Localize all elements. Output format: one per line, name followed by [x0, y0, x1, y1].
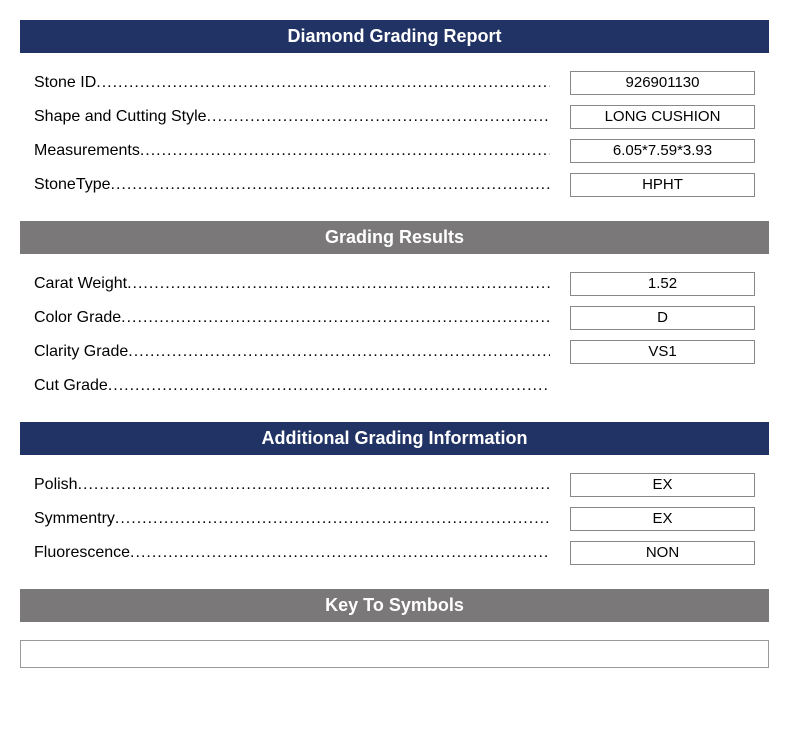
data-row: StoneType...............................…	[34, 173, 755, 197]
row-value: HPHT	[570, 173, 755, 197]
row-value: EX	[570, 507, 755, 531]
data-row: Fluorescence............................…	[34, 541, 755, 565]
header-additional: Additional Grading Information	[20, 422, 769, 455]
symbols-box	[20, 640, 769, 668]
report-container: Diamond Grading Report Stone ID.........…	[0, 0, 789, 688]
row-label: Polish	[34, 476, 78, 494]
row-label-wrap: Measurements............................…	[34, 142, 570, 160]
row-dots: ........................................…	[108, 377, 550, 395]
data-row: Symmentry...............................…	[34, 507, 755, 531]
row-dots: ........................................…	[128, 343, 550, 361]
row-label-wrap: Shape and Cutting Style.................…	[34, 108, 570, 126]
row-value: EX	[570, 473, 755, 497]
row-label: Color Grade	[34, 309, 121, 327]
row-label-wrap: Polish..................................…	[34, 476, 570, 494]
row-label-wrap: Clarity Grade...........................…	[34, 343, 570, 361]
header-symbols: Key To Symbols	[20, 589, 769, 622]
header-grading: Grading Results	[20, 221, 769, 254]
row-label-wrap: StoneType...............................…	[34, 176, 570, 194]
row-value	[570, 374, 755, 398]
data-row: Color Grade.............................…	[34, 306, 755, 330]
row-value: 926901130	[570, 71, 755, 95]
row-value: NON	[570, 541, 755, 565]
row-value: 1.52	[570, 272, 755, 296]
row-value: D	[570, 306, 755, 330]
row-dots: ........................................…	[121, 309, 550, 327]
row-dots: ........................................…	[127, 275, 550, 293]
row-dots: ........................................…	[96, 74, 550, 92]
row-label: Shape and Cutting Style	[34, 108, 207, 126]
row-dots: ........................................…	[78, 476, 550, 494]
additional-rows: Polish..................................…	[20, 473, 769, 565]
grading-rows: Carat Weight............................…	[20, 272, 769, 398]
data-row: Stone ID................................…	[34, 71, 755, 95]
header-main: Diamond Grading Report	[20, 20, 769, 53]
row-dots: ........................................…	[140, 142, 550, 160]
data-row: Clarity Grade...........................…	[34, 340, 755, 364]
main-rows: Stone ID................................…	[20, 71, 769, 197]
row-label-wrap: Color Grade.............................…	[34, 309, 570, 327]
row-dots: ........................................…	[130, 544, 550, 562]
row-label: Carat Weight	[34, 275, 127, 293]
row-dots: ........................................…	[115, 510, 550, 528]
row-value: 6.05*7.59*3.93	[570, 139, 755, 163]
row-value: VS1	[570, 340, 755, 364]
data-row: Measurements............................…	[34, 139, 755, 163]
row-label: Fluorescence	[34, 544, 130, 562]
row-label-wrap: Symmentry...............................…	[34, 510, 570, 528]
row-label-wrap: Carat Weight............................…	[34, 275, 570, 293]
row-label-wrap: Fluorescence............................…	[34, 544, 570, 562]
row-label: Cut Grade	[34, 377, 108, 395]
row-label-wrap: Cut Grade...............................…	[34, 377, 570, 395]
data-row: Cut Grade...............................…	[34, 374, 755, 398]
data-row: Polish..................................…	[34, 473, 755, 497]
row-dots: ........................................…	[207, 108, 550, 126]
row-dots: ........................................…	[111, 176, 551, 194]
row-value: LONG CUSHION	[570, 105, 755, 129]
row-label: Stone ID	[34, 74, 96, 92]
row-label: StoneType	[34, 176, 111, 194]
data-row: Carat Weight............................…	[34, 272, 755, 296]
row-label: Measurements	[34, 142, 140, 160]
row-label-wrap: Stone ID................................…	[34, 74, 570, 92]
row-label: Symmentry	[34, 510, 115, 528]
data-row: Shape and Cutting Style.................…	[34, 105, 755, 129]
row-label: Clarity Grade	[34, 343, 128, 361]
